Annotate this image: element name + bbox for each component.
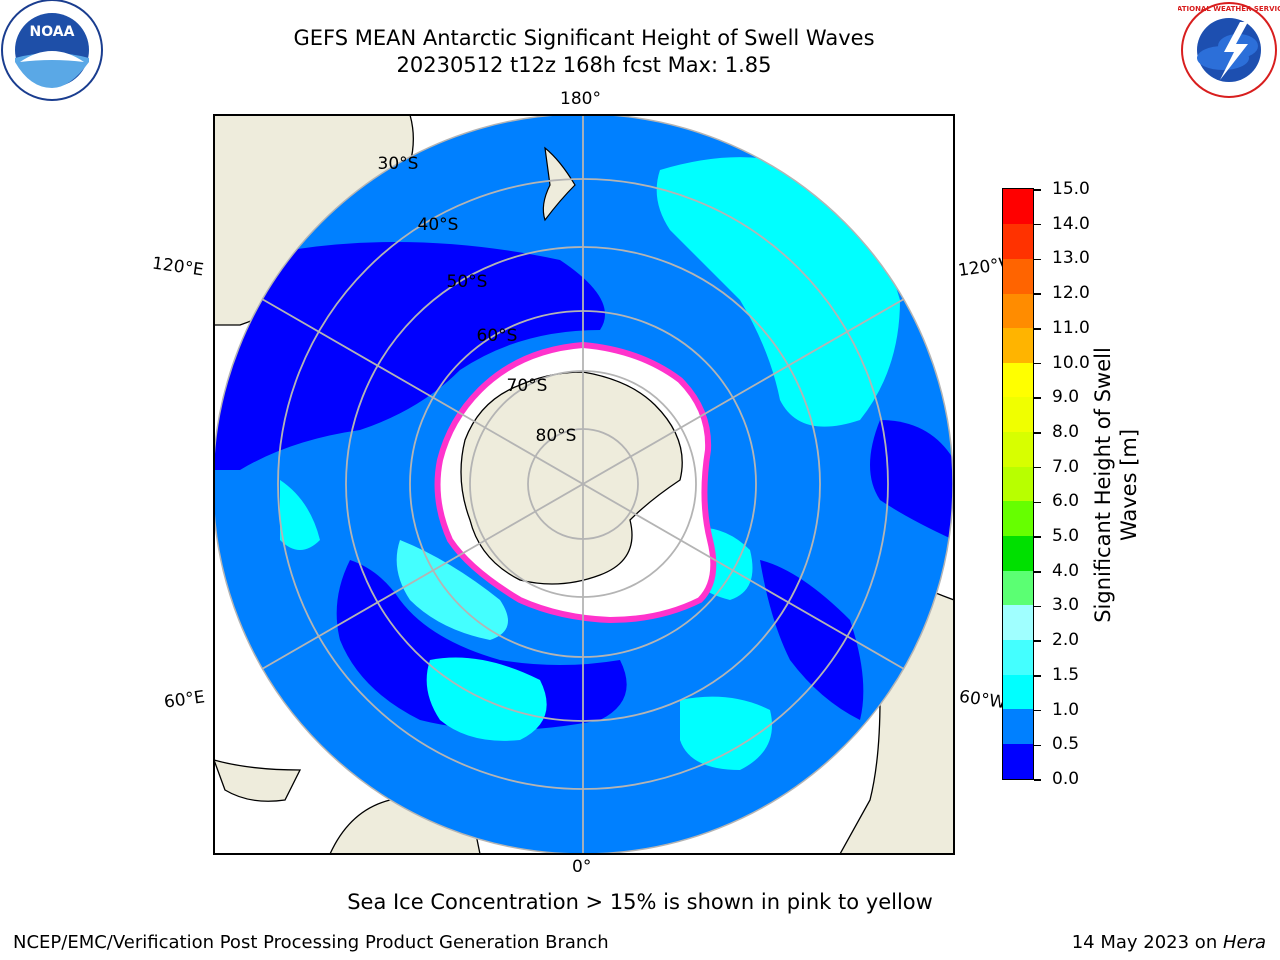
noaa-logo: NOAA (1, 0, 103, 101)
colorbar-tick-label: 6.0 (1052, 491, 1080, 512)
colorbar-tick-label: 9.0 (1052, 387, 1080, 408)
colorbar-tick-label: 13.0 (1052, 248, 1090, 269)
colorbar-tick (1034, 675, 1041, 677)
colorbar-tick (1034, 501, 1041, 504)
colorbar-bin (1003, 292, 1033, 329)
colorbar-bin (1003, 639, 1033, 675)
colorbar-bin (1003, 500, 1033, 537)
colorbar-tick (1034, 362, 1041, 365)
sea-ice-caption: Sea Ice Concentration > 15% is shown in … (347, 890, 933, 914)
noaa-logo-text: NOAA (30, 24, 75, 40)
footer-date-text: 14 May 2023 on (1071, 932, 1223, 953)
footer-date: 14 May 2023 on Hera (1072, 932, 1266, 953)
colorbar-tick-label: 15.0 (1052, 179, 1090, 199)
colorbar-tick-label: 5.0 (1052, 526, 1080, 547)
colorbar-bin (1003, 431, 1033, 467)
colorbar-bin (1003, 743, 1033, 779)
colorbar-tick-label: 14.0 (1052, 213, 1090, 234)
colorbar-tick-label: 8.0 (1052, 421, 1080, 442)
colorbar-bin (1003, 674, 1033, 710)
colorbar-tick-label: 4.0 (1052, 560, 1080, 581)
footer-host: Hera (1222, 932, 1266, 953)
colorbar-tick (1034, 536, 1041, 538)
lat-label-50s: 50°S (447, 272, 488, 292)
colorbar-tick (1034, 640, 1041, 642)
colorbar-tick (1034, 223, 1041, 226)
colorbar-tick-label: 11.0 (1052, 317, 1090, 338)
colorbar-tick (1034, 466, 1041, 469)
lat-label-40s: 40°S (418, 215, 459, 235)
colorbar-bin (1003, 327, 1033, 363)
footer-branch: NCEP/EMC/Verification Post Processing Pr… (13, 932, 609, 953)
colorbar-bin (1003, 604, 1033, 640)
colorbar-bin (1003, 189, 1033, 225)
colorbar-tick (1034, 432, 1041, 434)
colorbar-tick-label: 1.5 (1052, 664, 1080, 685)
colorbar-tick-label: 2.0 (1052, 630, 1080, 651)
lon-label-60e: 60°E (162, 687, 207, 713)
colorbar-tick-label: 0.0 (1052, 769, 1080, 789)
colorbar-tick-label: 1.0 (1052, 699, 1080, 720)
colorbar-bin (1003, 258, 1033, 294)
svg-text:NATIONAL WEATHER SERVICE: NATIONAL WEATHER SERVICE (1178, 5, 1280, 13)
national-weather-service-logo: NATIONAL WEATHER SERVICE (1178, 2, 1280, 98)
colorbar-title-line1: Significant Height of Swell (1091, 347, 1115, 623)
colorbar-title-line2: Waves [m] (1117, 428, 1141, 542)
lon-label-120e: 120°E (150, 253, 205, 281)
lat-label-60s: 60°S (477, 326, 518, 346)
lat-label-80s: 80°S (536, 426, 577, 446)
lat-label-70s: 70°S (507, 376, 548, 396)
colorbar-tick (1034, 258, 1041, 261)
colorbar-bin (1003, 466, 1033, 502)
lon-label-0: 0° (572, 857, 592, 877)
colorbar-bin (1003, 362, 1033, 398)
chart-title: GEFS MEAN Antarctic Significant Height o… (293, 26, 875, 50)
lat-label-30s: 30°S (378, 154, 419, 174)
colorbar-tick (1034, 709, 1041, 712)
colorbar-tick (1034, 293, 1041, 295)
colorbar-tick (1034, 571, 1041, 573)
colorbar-tick (1034, 189, 1041, 191)
colorbar-tick (1034, 779, 1041, 781)
colorbar-bin (1003, 535, 1033, 571)
colorbar-tick (1034, 744, 1041, 747)
lon-label-180: 180° (560, 89, 601, 109)
colorbar-tick-label: 3.0 (1052, 595, 1080, 616)
lon-label-60w: 60°W (957, 686, 1008, 714)
colorbar-tick-label: 0.5 (1052, 734, 1080, 755)
colorbar-bin (1003, 223, 1033, 259)
colorbar-bin (1003, 570, 1033, 606)
map-frame (213, 114, 955, 855)
map-panel: 30°S 40°S 50°S 60°S 70°S 80°S (213, 114, 955, 855)
colorbar-tick-label: 10.0 (1052, 352, 1090, 373)
colorbar-tick (1034, 605, 1041, 608)
colorbar-tick (1034, 397, 1041, 399)
colorbar-bin (1003, 708, 1033, 744)
colorbar-tick-label: 12.0 (1052, 283, 1090, 304)
colorbar-tick-label: 7.0 (1052, 456, 1080, 477)
colorbar (1002, 188, 1034, 780)
graticule (214, 115, 953, 854)
colorbar-bin (1003, 396, 1033, 433)
chart-subtitle: 20230512 t12z 168h fcst Max: 1.85 (396, 53, 772, 77)
colorbar-tick (1034, 328, 1041, 330)
